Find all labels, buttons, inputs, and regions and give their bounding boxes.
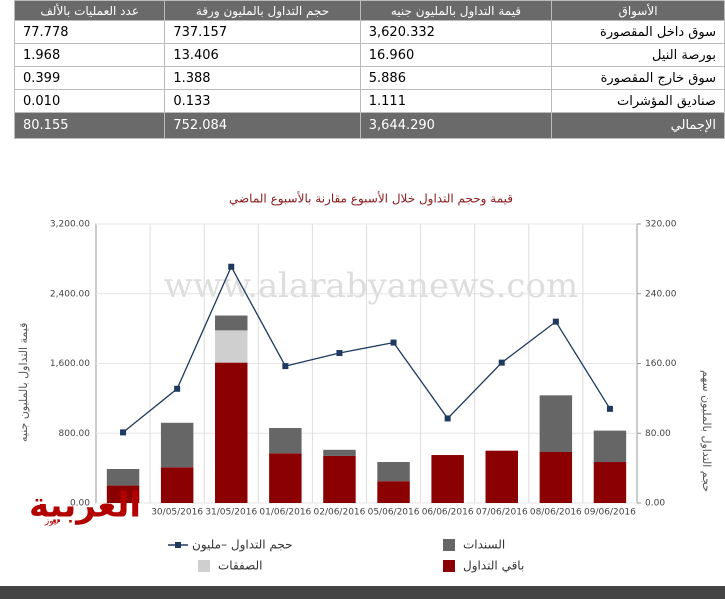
logo: العربية (29, 486, 141, 526)
bar (106, 485, 140, 503)
legend-label: باقي التداول (463, 559, 524, 574)
legend-label: حجم التداول –مليون (192, 538, 293, 553)
x-tick-label: 02/06/2016 (314, 508, 366, 518)
table-cell: 752.084 (164, 112, 361, 139)
legend-swatch (198, 560, 210, 572)
table-cell: 5.886 (359, 66, 553, 90)
bar (160, 467, 194, 503)
table-cell: حجم التداول بالمليون ورقة (164, 0, 361, 21)
y2-tick-label: 240.00 (645, 289, 677, 299)
y2-tick-label: 160.00 (645, 359, 677, 369)
bar (485, 450, 518, 503)
table-cell: قيمة التداول بالمليون جنيه (359, 0, 553, 21)
line-marker (444, 415, 451, 422)
table-cell: 0.010 (13, 89, 166, 113)
bar (593, 430, 627, 463)
legend-marker (175, 542, 181, 548)
x-tick-label: 01/06/2016 (259, 508, 311, 518)
table-cell: 13.406 (164, 43, 361, 67)
table-cell: بورصة النيل (551, 43, 725, 67)
y-tick-label: 1,600.00 (50, 359, 90, 369)
bar (539, 395, 573, 452)
y-tick-label: 0.00 (70, 499, 90, 509)
line-marker (228, 263, 235, 270)
table-row: صناديق المؤشرات 1.111 0.133 0.010 (13, 89, 725, 113)
table-cell: 3,644.290 (359, 112, 553, 139)
line-marker (282, 363, 289, 370)
table-cell: 80.155 (13, 112, 166, 139)
legend-label: السندات (463, 538, 505, 552)
line-marker (552, 318, 559, 325)
y-tick-label: 3,200.00 (50, 220, 90, 230)
y2-tick-label: 80.00 (645, 429, 671, 439)
bar (377, 481, 410, 503)
table-cell: 737.157 (164, 20, 361, 44)
table-row: سوق داخل المقصورة 3,620.332 737.157 77.778 (13, 20, 725, 44)
table-cell: سوق خارج المقصورة (551, 66, 725, 90)
table-cell: الإجمالي (551, 112, 725, 139)
logo-sub: نيوز (44, 517, 59, 527)
chart-title: قيمة وحجم التداول خلال الأسبوع مقارنة با… (229, 191, 513, 207)
y-tick-label: 2,400.00 (50, 289, 90, 299)
bar (323, 449, 356, 456)
line (122, 265, 611, 433)
table-cell: 0.133 (164, 89, 361, 113)
legend-label: الصفقات (218, 559, 263, 573)
x-tick-label: 07/06/2016 (476, 508, 528, 518)
bar (106, 468, 140, 486)
legend-swatch (443, 560, 455, 572)
line-marker (174, 385, 181, 392)
y-axis-label: قيمة التداول بالمليون جنيه (17, 323, 30, 442)
table-row: الإجمالي 3,644.290 752.084 80.155 (13, 112, 725, 139)
y2-tick-label: 0.00 (645, 499, 665, 509)
bar (539, 451, 573, 503)
y2-tick-label: 320.00 (645, 220, 677, 230)
bar (431, 455, 464, 503)
table-cell: الأسواق (551, 0, 725, 21)
line-marker (498, 359, 505, 366)
bar (160, 422, 194, 468)
table-cell: 77.778 (13, 20, 166, 44)
x-tick-label: 30/05/2016 (151, 508, 203, 518)
bar (269, 428, 302, 454)
bar (215, 315, 248, 331)
bar (269, 453, 302, 503)
line-marker (606, 405, 613, 412)
table-row: سوق خارج المقصورة 5.886 1.388 0.399 (13, 66, 725, 90)
x-tick-label: 06/06/2016 (422, 508, 474, 518)
table-cell: 1.388 (164, 66, 361, 90)
x-tick-label: 08/06/2016 (530, 508, 582, 518)
line-marker (390, 339, 397, 346)
bar (323, 455, 356, 503)
bar (215, 362, 248, 503)
legend-swatch (443, 539, 455, 551)
bar (377, 462, 410, 482)
table-row: الأسواق قيمة التداول بالمليون جنيه حجم الت… (13, 0, 725, 21)
line-marker (336, 350, 343, 357)
y-tick-label: 800.00 (59, 429, 91, 439)
x-tick-label: 05/06/2016 (368, 508, 420, 518)
line-marker (120, 429, 127, 436)
x-tick-label: 09/06/2016 (584, 508, 636, 518)
next-table-header (0, 586, 725, 599)
bar (215, 330, 248, 363)
bar (593, 462, 627, 503)
watermark: www.alarabyanews.com (164, 266, 578, 306)
x-tick-label: 31/05/2016 (205, 508, 257, 518)
market-table: الأسواق قيمة التداول بالمليون جنيه حجم الت… (13, 0, 725, 139)
y2-axis-label: حجم التداول بالمليون سهم (700, 370, 713, 492)
